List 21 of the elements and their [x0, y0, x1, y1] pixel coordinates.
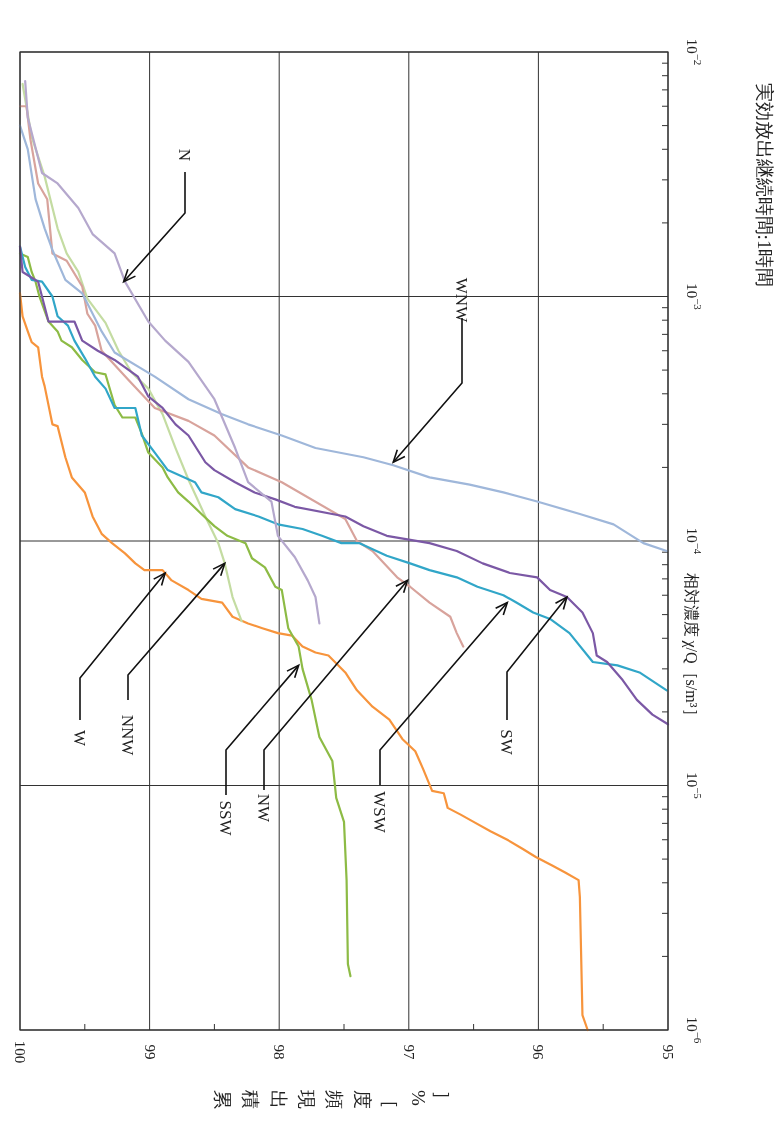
annotation: NNW: [118, 714, 138, 757]
text: 実効放出継続時間:1時間: [754, 82, 776, 288]
x-tick-label: 98: [271, 1044, 288, 1060]
x-tick-label: 97: [400, 1044, 417, 1060]
line-series: [21, 82, 243, 623]
x-axis-title: 累積出現頻度［%］: [211, 1090, 454, 1118]
annotation: NW: [254, 793, 274, 824]
annotation: N: [175, 148, 195, 162]
y-axis-title: 相対濃度 χ/Q［s/m³］: [682, 572, 701, 724]
x-tick-label: 100: [12, 1040, 28, 1064]
annotation: SSW: [216, 800, 236, 837]
annotation: WNW: [452, 277, 472, 324]
x-tick-label: 99: [141, 1044, 158, 1060]
annotation: W: [70, 729, 90, 747]
x-tick-label: 95: [660, 1044, 676, 1060]
line-series: [18, 105, 465, 648]
x-tick-label: 96: [530, 1044, 547, 1060]
line-series: [24, 80, 321, 625]
annotation: WSW: [370, 791, 390, 834]
line-series: [18, 124, 668, 553]
annotation: SW: [497, 729, 517, 756]
